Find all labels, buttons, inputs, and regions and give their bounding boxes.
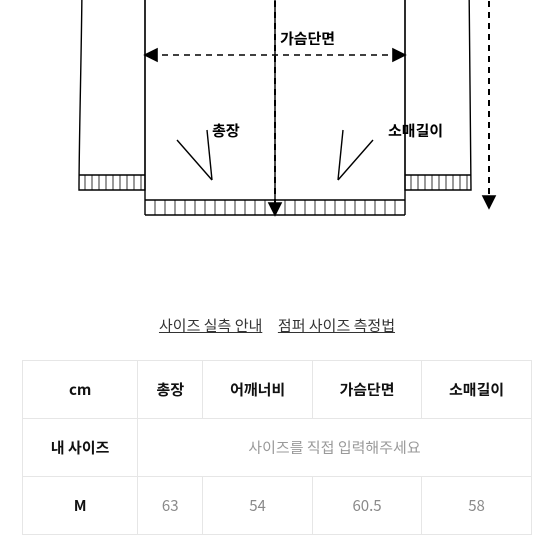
row-label-mysize: 내 사이즈 [23,419,138,477]
cell-m-2: 60.5 [312,477,422,535]
table-row-m: M 63 54 60.5 58 [23,477,532,535]
label-length: 총장 [212,120,240,141]
cell-m-1: 54 [203,477,313,535]
label-sleeve: 소매길이 [388,120,443,141]
link-size-guide[interactable]: 사이즈 실측 안내 [159,315,262,336]
header-col-2: 가슴단면 [312,361,422,419]
header-col-1: 어깨너비 [203,361,313,419]
row-label-m: M [23,477,138,535]
header-col-3: 소매길이 [422,361,532,419]
label-chest: 가슴단면 [280,28,335,49]
header-unit: cm [23,361,138,419]
table-header-row: cm 총장 어깨너비 가슴단면 소매길이 [23,361,532,419]
table-row-mysize: 내 사이즈 사이즈를 직접 입력해주세요 [23,419,532,477]
jacket-svg [37,0,517,260]
link-measure-method[interactable]: 점퍼 사이즈 측정법 [278,315,395,336]
mysize-placeholder[interactable]: 사이즈를 직접 입력해주세요 [138,419,532,477]
cell-m-0: 63 [138,477,203,535]
garment-diagram: 가슴단면 총장 소매길이 [0,0,554,280]
size-links: 사이즈 실측 안내 점퍼 사이즈 측정법 [0,312,554,336]
cell-m-3: 58 [422,477,532,535]
header-col-0: 총장 [138,361,203,419]
size-table: cm 총장 어깨너비 가슴단면 소매길이 내 사이즈 사이즈를 직접 입력해주세… [22,360,532,535]
